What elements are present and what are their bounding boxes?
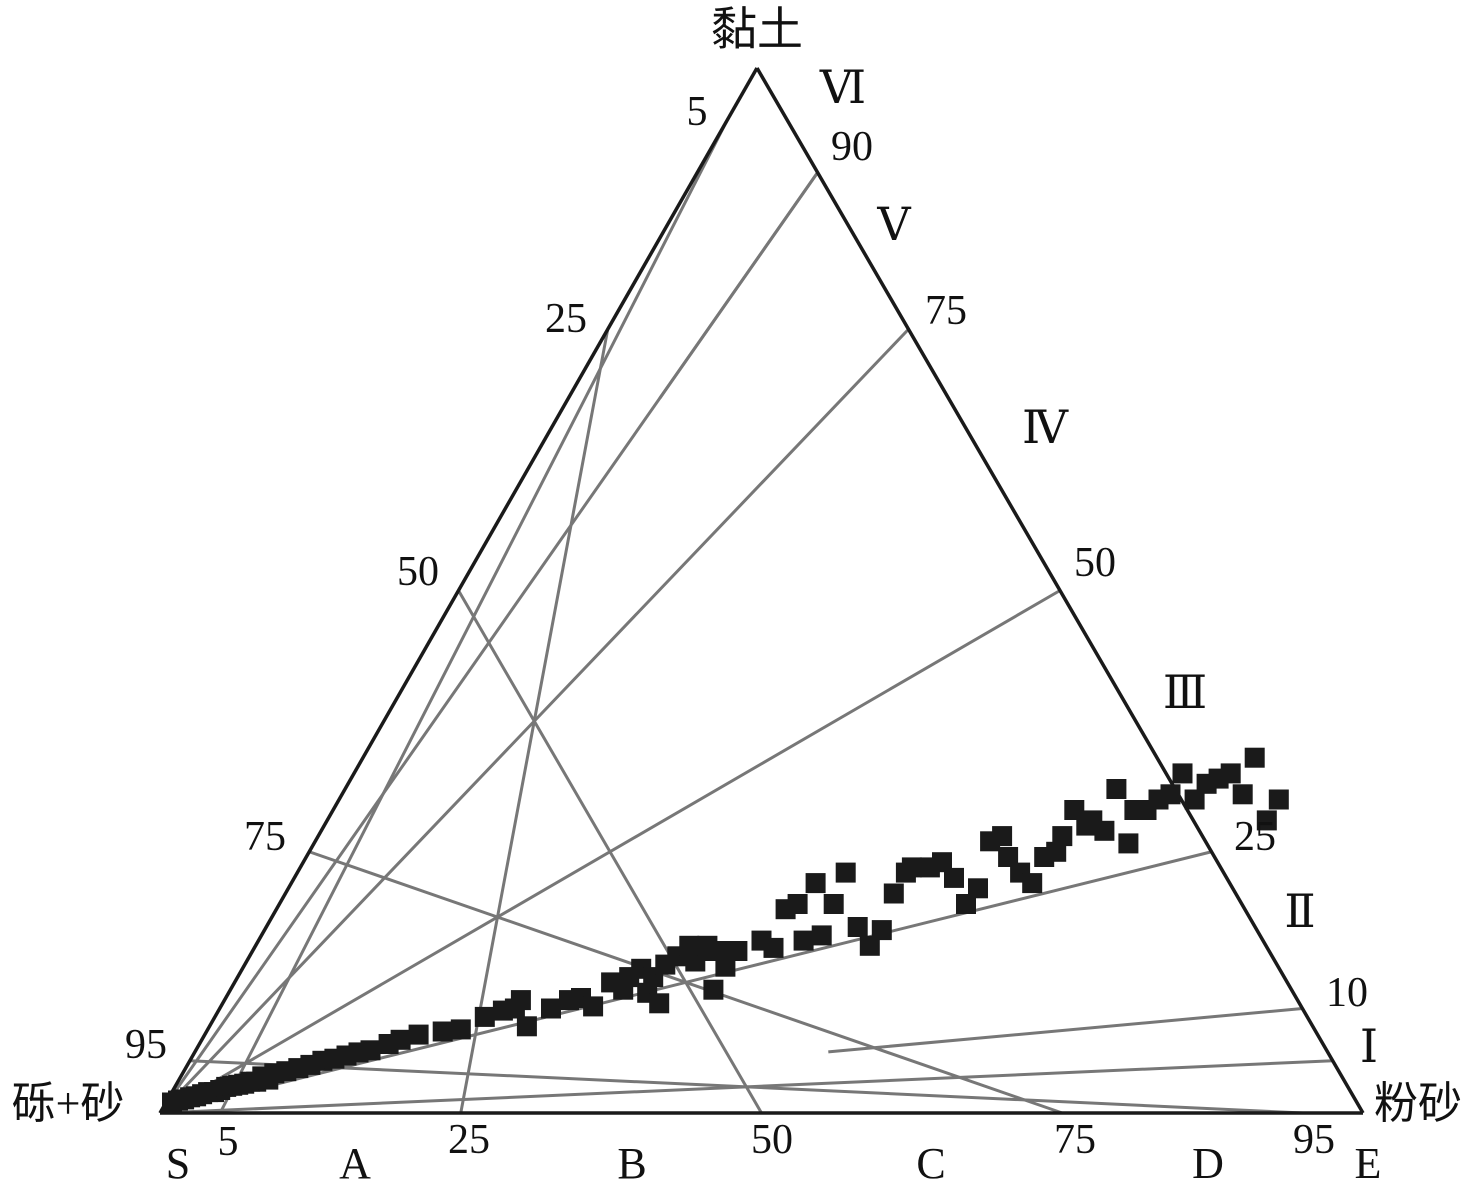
data-point (474, 1006, 495, 1027)
vertex-label-right: 粉砂 (1374, 1079, 1462, 1128)
bottom-tick-25: 25 (448, 1117, 490, 1163)
data-point (1160, 784, 1181, 805)
data-point (1244, 747, 1265, 768)
zone-label-VI: Ⅵ (819, 62, 866, 113)
grid-line-radial-0 (159, 1059, 1333, 1115)
data-point (944, 867, 964, 888)
data-point (1118, 833, 1139, 854)
data-point (998, 847, 1019, 867)
right-tick-90: 90 (831, 124, 873, 170)
left-tick-50: 50 (397, 549, 439, 595)
grid-line-zone-V (658, 171, 819, 400)
data-point (510, 990, 531, 1011)
zone-label-S: S (166, 1139, 190, 1188)
data-points (162, 747, 1289, 1113)
left-tick-25: 25 (545, 296, 587, 342)
grid-lines (158, 119, 1333, 1115)
bottom-tick-50: 50 (751, 1117, 793, 1163)
data-point (703, 979, 724, 1000)
data-point (823, 894, 844, 914)
zone-label-II: Ⅱ (1284, 886, 1315, 937)
data-point (516, 1016, 537, 1037)
data-point (450, 1019, 471, 1040)
data-point (541, 998, 561, 1019)
data-point (901, 857, 922, 878)
right-tick-10: 10 (1326, 970, 1368, 1016)
data-point (709, 941, 730, 961)
bottom-tick-95: 95 (1293, 1117, 1335, 1163)
zone-label-V: Ⅴ (876, 199, 911, 250)
zone-label-B: B (617, 1139, 646, 1188)
data-point (787, 894, 808, 914)
data-point (649, 993, 670, 1014)
left-tick-95: 95 (125, 1022, 167, 1068)
data-point (715, 956, 736, 977)
left-tick-5: 5 (687, 89, 708, 135)
data-point (1052, 826, 1073, 847)
bottom-tick-75: 75 (1054, 1117, 1096, 1163)
data-point (763, 937, 784, 958)
data-point (1064, 800, 1085, 820)
data-point (408, 1024, 429, 1045)
data-point (432, 1021, 453, 1042)
axis-labels: 黏土 砾+砂 粉砂 5 25 50 75 95 90 75 50 25 10 5… (12, 4, 1462, 1188)
left-tick-75: 75 (244, 814, 286, 860)
data-point (1046, 841, 1067, 862)
data-point (968, 878, 988, 899)
zone-label-D: D (1192, 1139, 1224, 1188)
data-point (390, 1029, 411, 1050)
right-tick-25: 25 (1234, 814, 1276, 860)
zone-label-I: Ⅰ (1360, 1021, 1378, 1072)
zone-label-IV: Ⅳ (1022, 402, 1069, 453)
data-point (583, 996, 604, 1017)
data-point (1022, 873, 1043, 894)
data-point (793, 930, 814, 951)
zone-label-C: C (916, 1139, 945, 1188)
data-point (1106, 779, 1127, 799)
zone-label-III: Ⅲ (1163, 667, 1207, 718)
triangle-frame (158, 67, 1365, 1115)
data-point (360, 1040, 381, 1061)
data-point (859, 935, 880, 956)
data-point (805, 873, 826, 894)
zone-label-E: E (1355, 1139, 1382, 1188)
data-point (727, 941, 748, 961)
data-point (1220, 763, 1241, 784)
zone-label-A: A (339, 1139, 371, 1188)
data-point (1268, 789, 1289, 810)
vertex-label-top: 黏土 (711, 4, 803, 55)
vertex-label-left: 砾+砂 (12, 1079, 125, 1128)
data-point (883, 883, 904, 904)
data-point (847, 917, 868, 937)
data-point (992, 826, 1013, 847)
bottom-tick-5: 5 (218, 1119, 239, 1165)
triangle-edge-right (755, 67, 1365, 1114)
data-point (1172, 763, 1193, 784)
data-point (1184, 789, 1205, 810)
data-point (956, 894, 976, 914)
right-tick-75: 75 (925, 288, 967, 334)
grid-line-zone-I (828, 1007, 1303, 1054)
triangle-edge-left (158, 67, 759, 1114)
right-tick-50: 50 (1074, 540, 1116, 586)
grid-line-radial-1 (159, 850, 1212, 1115)
data-point (1094, 820, 1115, 841)
data-point (932, 852, 952, 873)
grid-line-radial-2 (159, 589, 1061, 1115)
data-point (1256, 810, 1277, 831)
grid-line-radial-3 (158, 328, 910, 1115)
data-point (1232, 784, 1253, 805)
data-point (835, 862, 856, 883)
data-point (871, 920, 892, 941)
data-point (811, 925, 832, 946)
